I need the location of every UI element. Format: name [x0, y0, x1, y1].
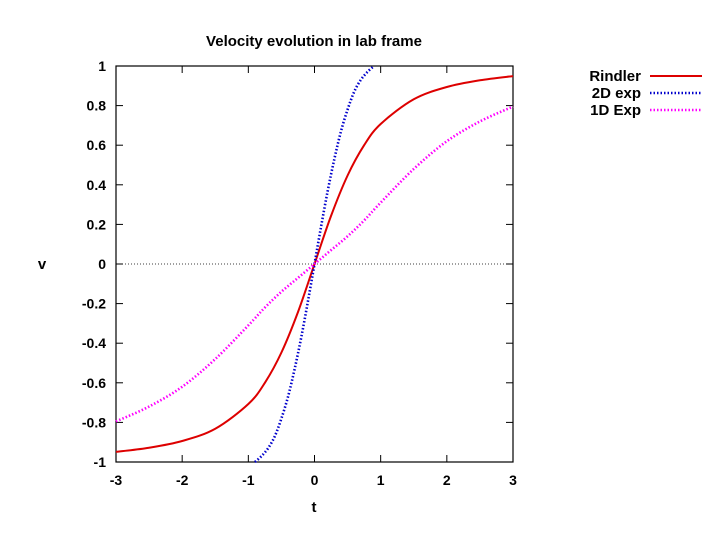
- x-tick-label: -2: [176, 472, 189, 488]
- y-tick-label: 0.2: [87, 216, 107, 232]
- axis-ticks: [115, 65, 514, 463]
- legend-label-2d-exp: 2D exp: [592, 85, 641, 102]
- y-tick-label: -0.6: [82, 375, 106, 391]
- legend-label-rindler: Rindler: [589, 68, 641, 85]
- y-tick-label: 0.4: [87, 177, 107, 193]
- x-tick-label: 3: [509, 472, 517, 488]
- x-tick-label: -1: [242, 472, 255, 488]
- y-tick-label: 0.6: [87, 137, 107, 153]
- y-axis-label: v: [38, 256, 47, 273]
- y-tick-label: -0.4: [82, 335, 106, 351]
- tick-labels: -3 -2 -1 0 1 2 3 1 0.8 0.6 0.4 0.2 0 -0.2 -0.4 -0.6 -0.8…: [82, 58, 517, 488]
- legend-label-1d-exp: 1D Exp: [590, 102, 641, 119]
- y-tick-label: 0: [98, 256, 106, 272]
- x-tick-label: 1: [377, 472, 385, 488]
- y-tick-label: 1: [98, 58, 106, 74]
- y-tick-label: -0.8: [82, 414, 106, 430]
- series-line-2d-exp: [254, 65, 375, 463]
- y-tick-label: 0.8: [87, 98, 107, 114]
- y-tick-label: -1: [94, 454, 107, 470]
- x-tick-label: -3: [110, 472, 123, 488]
- x-axis-label: t: [312, 499, 317, 516]
- y-tick-label: -0.2: [82, 296, 106, 312]
- chart-title: Velocity evolution in lab frame: [206, 33, 422, 50]
- series-line-1d-exp: [115, 105, 514, 423]
- x-tick-label: 0: [311, 472, 319, 488]
- x-tick-label: 2: [443, 472, 451, 488]
- series-group: [115, 65, 514, 463]
